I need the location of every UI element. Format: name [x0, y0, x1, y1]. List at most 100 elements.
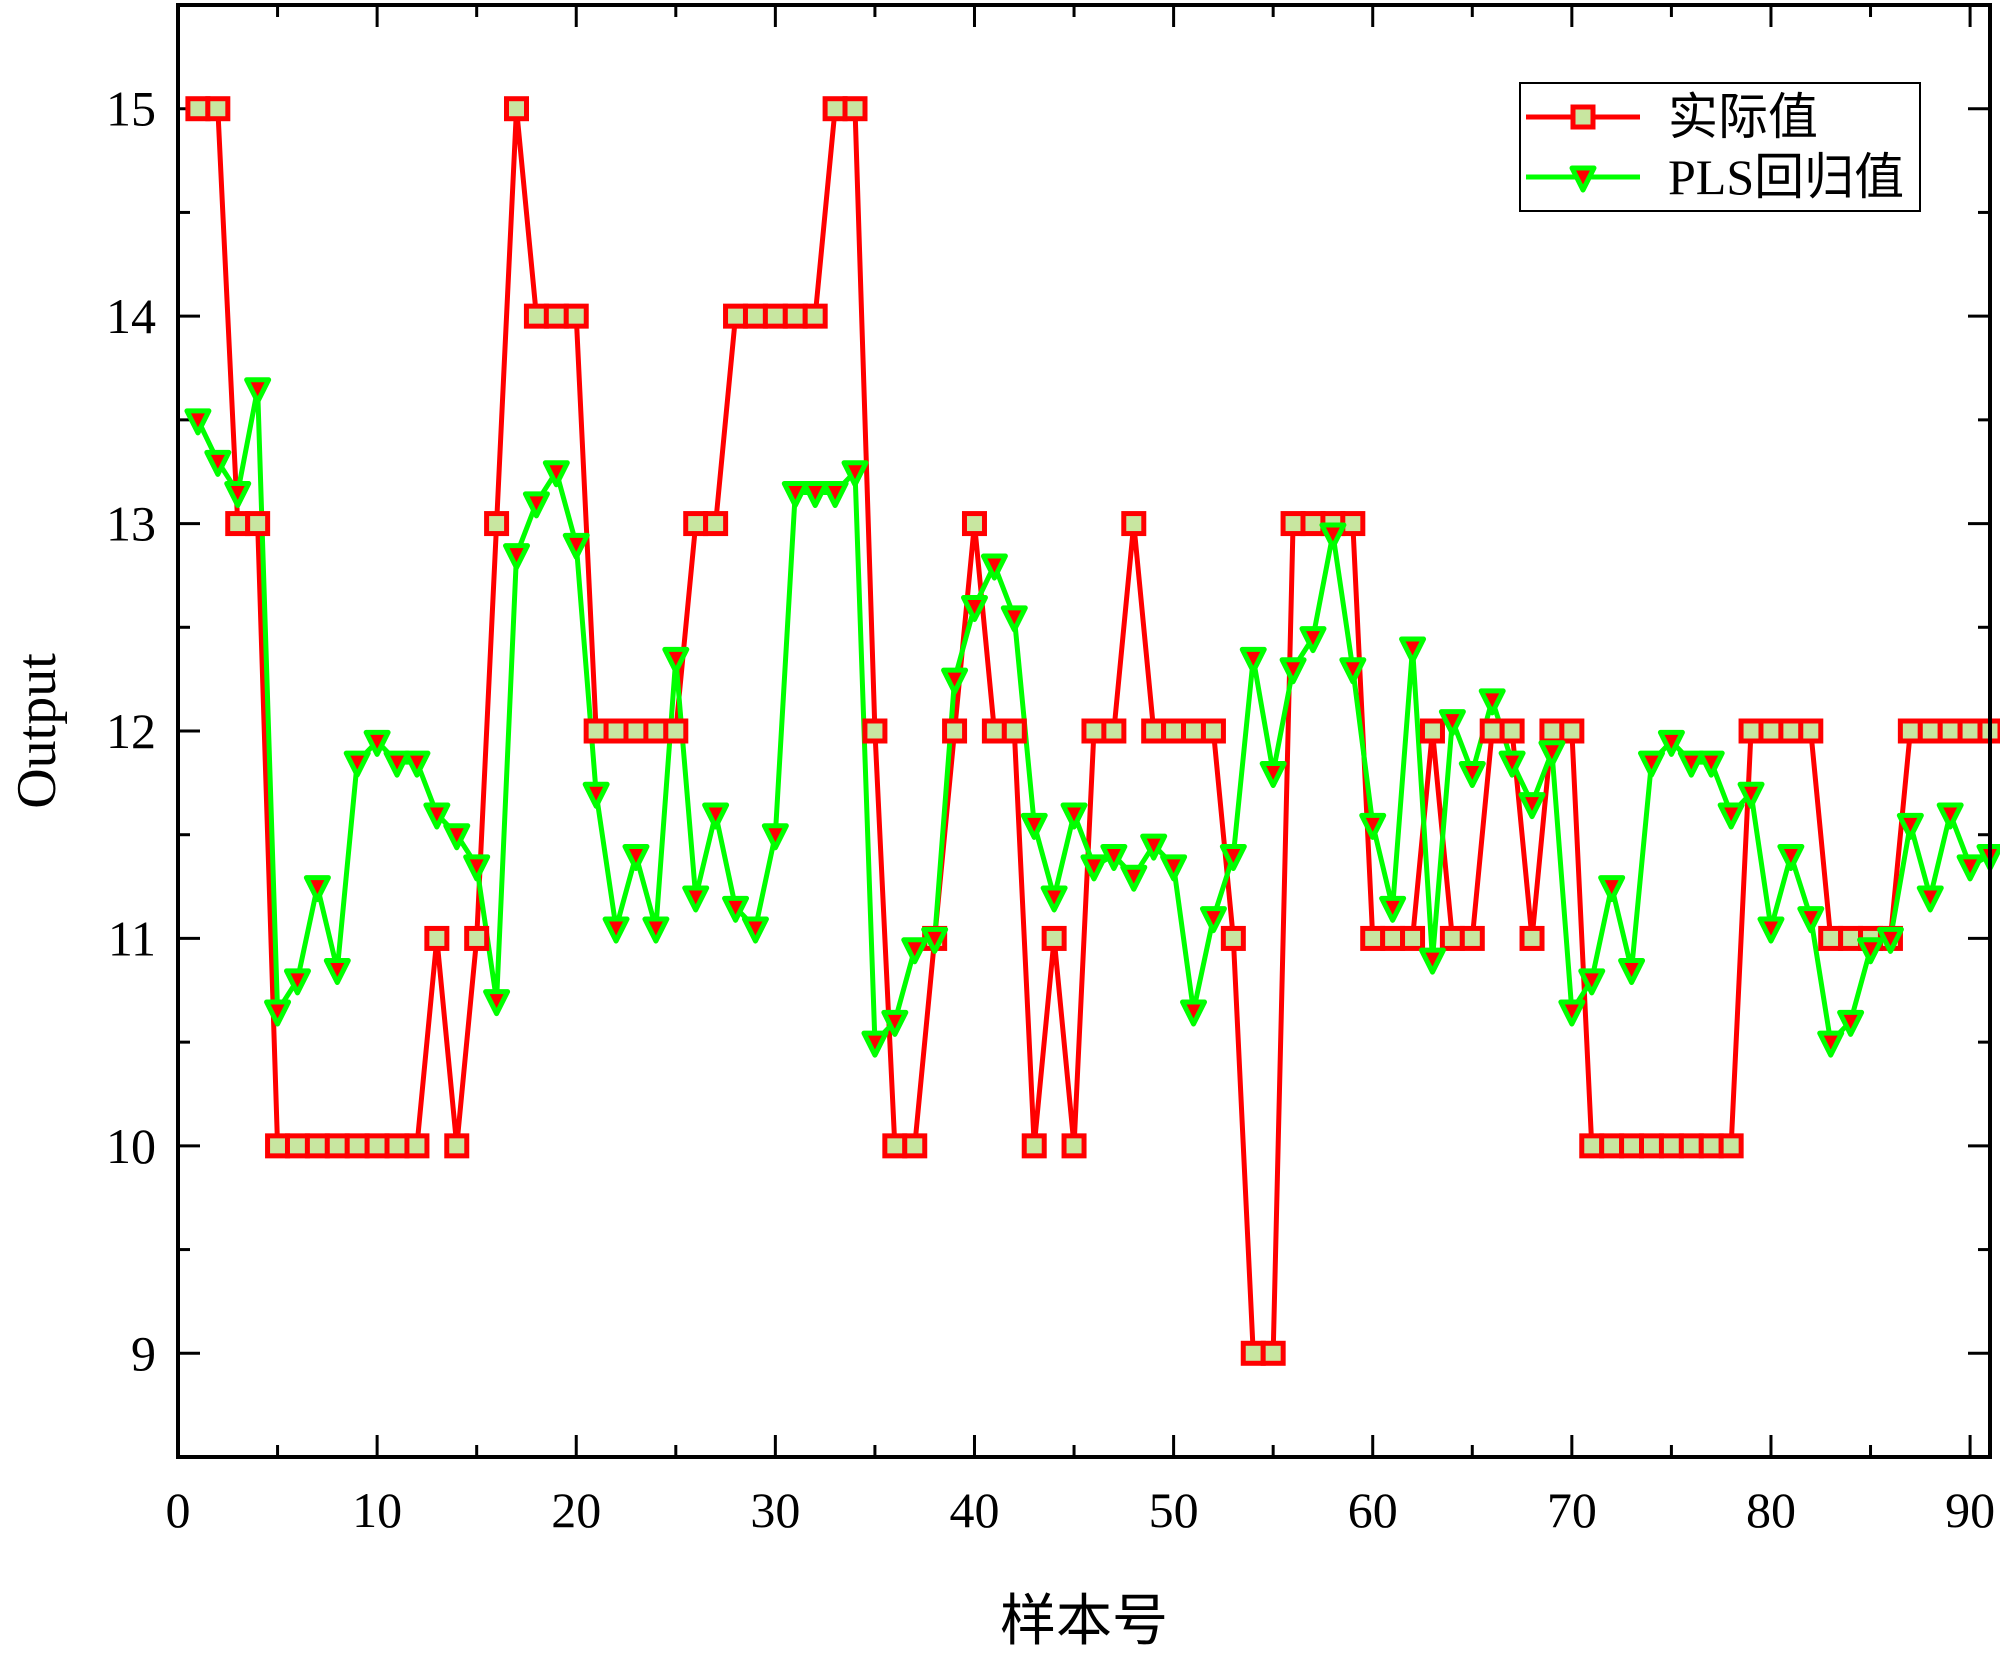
data-point-pls	[841, 460, 869, 488]
data-point-actual	[1380, 925, 1406, 951]
data-point-pls	[1199, 906, 1227, 934]
data-point-pls	[702, 802, 730, 830]
data-point-pls	[1080, 854, 1108, 882]
data-point-pls	[821, 480, 849, 508]
legend-marker-actual	[1570, 104, 1596, 130]
data-point-pls	[1458, 760, 1486, 788]
data-point-actual	[862, 718, 888, 744]
data-point-pls	[980, 553, 1008, 581]
legend: 实际值 PLS回归值	[1519, 82, 1921, 212]
data-point-pls	[1936, 802, 1964, 830]
data-point-actual	[1280, 511, 1306, 537]
data-point-pls	[283, 968, 311, 996]
data-point-pls	[1558, 999, 1586, 1027]
data-point-pls	[1578, 968, 1606, 996]
data-point-actual	[543, 303, 569, 329]
data-point-pls	[1677, 750, 1705, 778]
data-point-pls	[901, 937, 929, 965]
data-point-pls	[1219, 843, 1247, 871]
data-point-actual	[1519, 925, 1545, 951]
data-point-pls	[204, 449, 232, 477]
data-point-actual	[1061, 1133, 1087, 1159]
x-tick-label: 70	[1547, 1482, 1597, 1538]
data-point-pls	[801, 480, 829, 508]
data-point-pls	[363, 729, 391, 757]
data-point-pls	[741, 916, 769, 944]
data-point-pls	[1916, 885, 1944, 913]
data-point-pls	[1379, 895, 1407, 923]
data-point-actual	[583, 718, 609, 744]
data-point-pls	[1359, 812, 1387, 840]
y-tick-label: 15	[106, 81, 156, 137]
data-point-actual	[703, 511, 729, 537]
data-point-pls	[1399, 636, 1427, 664]
data-point-actual	[504, 96, 530, 122]
data-point-actual	[1200, 718, 1226, 744]
data-point-actual	[225, 511, 251, 537]
x-tick-label: 30	[750, 1482, 800, 1538]
data-point-pls	[622, 843, 650, 871]
data-point-actual	[1161, 718, 1187, 744]
data-point-actual	[902, 1133, 928, 1159]
data-point-actual	[484, 511, 510, 537]
data-point-pls	[1857, 937, 1885, 965]
data-point-actual	[1419, 718, 1445, 744]
data-point-pls	[1100, 843, 1128, 871]
data-point-pls	[542, 460, 570, 488]
data-point-actual	[245, 511, 271, 537]
data-point-pls	[682, 885, 710, 913]
data-point-actual	[723, 303, 749, 329]
data-point-pls	[303, 875, 331, 903]
y-tick-label: 9	[131, 1325, 156, 1381]
data-point-actual	[1579, 1133, 1605, 1159]
data-point-actual	[1081, 718, 1107, 744]
data-point-actual	[742, 303, 768, 329]
data-point-pls	[1518, 792, 1546, 820]
data-point-actual	[523, 303, 549, 329]
data-point-pls	[1438, 709, 1466, 737]
legend-box	[1519, 82, 1921, 212]
data-point-pls	[264, 999, 292, 1027]
data-point-actual	[1121, 511, 1147, 537]
data-point-actual	[762, 303, 788, 329]
data-point-actual	[1459, 925, 1485, 951]
data-point-actual	[1499, 718, 1525, 744]
data-point-actual	[1658, 1133, 1684, 1159]
data-point-actual	[782, 303, 808, 329]
data-point-actual	[623, 718, 649, 744]
data-point-actual	[1897, 718, 1923, 744]
y-tick-label: 14	[106, 288, 156, 344]
data-point-pls	[602, 916, 630, 944]
data-point-actual	[1778, 718, 1804, 744]
data-point-actual	[1678, 1133, 1704, 1159]
data-point-pls	[1020, 812, 1048, 840]
data-point-pls	[1598, 875, 1626, 903]
data-point-actual	[1181, 718, 1207, 744]
data-point-pls	[1040, 885, 1068, 913]
data-point-actual	[205, 96, 231, 122]
data-point-pls	[1180, 999, 1208, 1027]
data-point-actual	[1101, 718, 1127, 744]
data-point-pls	[463, 854, 491, 882]
data-point-actual	[1220, 925, 1246, 951]
data-point-pls	[423, 802, 451, 830]
data-point-pls	[1000, 605, 1028, 633]
data-point-pls	[443, 823, 471, 851]
data-point-actual	[304, 1133, 330, 1159]
data-point-pls	[224, 480, 252, 508]
data-point-pls	[184, 408, 212, 436]
data-point-actual	[882, 1133, 908, 1159]
data-point-pls	[1637, 750, 1665, 778]
data-point-actual	[424, 925, 450, 951]
x-tick-label: 60	[1348, 1482, 1398, 1538]
data-point-actual	[1619, 1133, 1645, 1159]
data-point-actual	[981, 718, 1007, 744]
data-point-actual	[1818, 925, 1844, 951]
x-axis-title: 样本号	[1000, 1591, 1168, 1649]
data-point-pls	[921, 926, 949, 954]
data-point-pls	[1777, 843, 1805, 871]
data-point-actual	[603, 718, 629, 744]
data-point-actual	[1041, 925, 1067, 951]
data-point-actual	[1021, 1133, 1047, 1159]
